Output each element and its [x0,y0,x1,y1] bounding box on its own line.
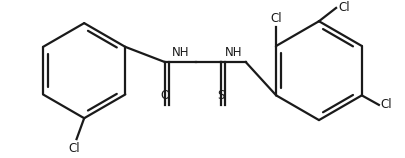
Text: S: S [217,89,224,102]
Text: Cl: Cl [270,12,281,25]
Text: NH: NH [224,46,241,59]
Text: Cl: Cl [337,1,349,14]
Text: Cl: Cl [380,98,392,111]
Text: Cl: Cl [69,142,80,155]
Text: NH: NH [171,46,189,59]
Text: O: O [160,89,169,102]
